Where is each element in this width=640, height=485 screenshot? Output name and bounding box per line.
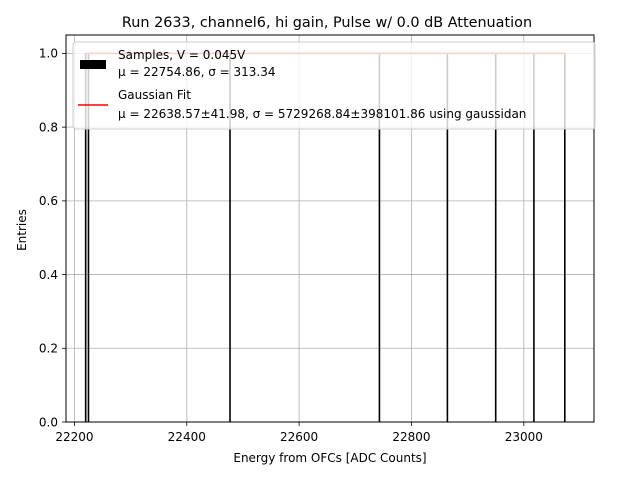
x-tick-label: 23000 <box>505 430 543 444</box>
y-tick-label: 0.8 <box>39 120 58 134</box>
x-tick-label: 22600 <box>280 430 318 444</box>
x-axis-label: Energy from OFCs [ADC Counts] <box>233 451 426 465</box>
x-tick-label: 22800 <box>392 430 430 444</box>
y-tick-label: 0.6 <box>39 194 58 208</box>
y-tick-label: 0.0 <box>39 415 58 429</box>
chart-title: Run 2633, channel6, hi gain, Pulse w/ 0.… <box>122 15 532 31</box>
legend-frame <box>72 41 596 130</box>
legend-fit-stats: μ = 22638.57±41.98, σ = 5729268.84±39810… <box>118 107 526 121</box>
x-tick-label: 22200 <box>55 430 93 444</box>
legend-fit-label: Gaussian Fit <box>118 88 191 102</box>
legend: Samples, V = 0.045V μ = 22754.86, σ = 31… <box>72 41 596 130</box>
y-tick-label: 0.2 <box>39 342 58 356</box>
y-axis-label: Entries <box>15 209 29 251</box>
y-tick-label: 0.4 <box>39 268 58 282</box>
legend-samples-stats: μ = 22754.86, σ = 313.34 <box>118 65 275 79</box>
legend-samples-swatch <box>80 60 106 69</box>
x-tick-label: 22400 <box>168 430 206 444</box>
y-tick-label: 1.0 <box>39 47 58 61</box>
tick-layer: 22200 22400 22600 22800 23000 0.0 0.2 0.4 0.6 0.8… <box>39 47 543 444</box>
plot-frame <box>65 34 595 423</box>
legend-samples-label: Samples, V = 0.045V <box>118 48 246 62</box>
